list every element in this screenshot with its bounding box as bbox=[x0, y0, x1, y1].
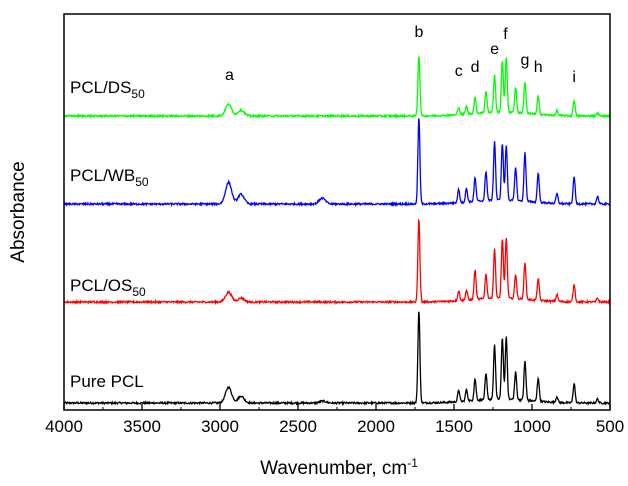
peak-label-f: f bbox=[503, 26, 508, 43]
peak-label-b: b bbox=[414, 24, 423, 41]
x-axis: 4000 3500 3000 2500 2000 1500 1000 500 bbox=[45, 404, 624, 436]
peak-label-e: e bbox=[490, 41, 499, 58]
x-tick-label-1000: 1000 bbox=[513, 417, 551, 436]
peak-label-g: g bbox=[521, 52, 530, 69]
x-tick-label-2500: 2500 bbox=[279, 417, 317, 436]
series-label-2: PCL/WB50 bbox=[70, 166, 149, 189]
series-line-1 bbox=[63, 219, 611, 306]
series-label-3: PCL/DS50 bbox=[70, 78, 145, 101]
x-tick-label-500: 500 bbox=[596, 417, 624, 436]
series-layer bbox=[63, 56, 611, 407]
series-line-2 bbox=[63, 118, 610, 208]
peak-label-i: i bbox=[572, 69, 576, 86]
peak-label-h: h bbox=[534, 59, 543, 76]
series-line-3 bbox=[63, 56, 611, 120]
series-label-0: Pure PCL bbox=[70, 372, 144, 391]
peak-label-d: d bbox=[471, 59, 480, 76]
peak-label-a: a bbox=[225, 67, 234, 84]
x-tick-label-1500: 1500 bbox=[435, 417, 473, 436]
x-tick-label-3500: 3500 bbox=[123, 417, 161, 436]
x-tick-label-3000: 3000 bbox=[201, 417, 239, 436]
series-label-1: PCL/OS50 bbox=[70, 276, 146, 299]
peak-label-c: c bbox=[455, 63, 463, 80]
plot-frame bbox=[63, 13, 611, 411]
series-line-0 bbox=[63, 311, 611, 407]
x-tick-label-2000: 2000 bbox=[357, 417, 395, 436]
x-axis-title: Wavenumber, cm-1 bbox=[260, 456, 418, 479]
x-tick-label-4000: 4000 bbox=[45, 417, 83, 436]
y-axis-title: Absorbance bbox=[8, 161, 29, 262]
